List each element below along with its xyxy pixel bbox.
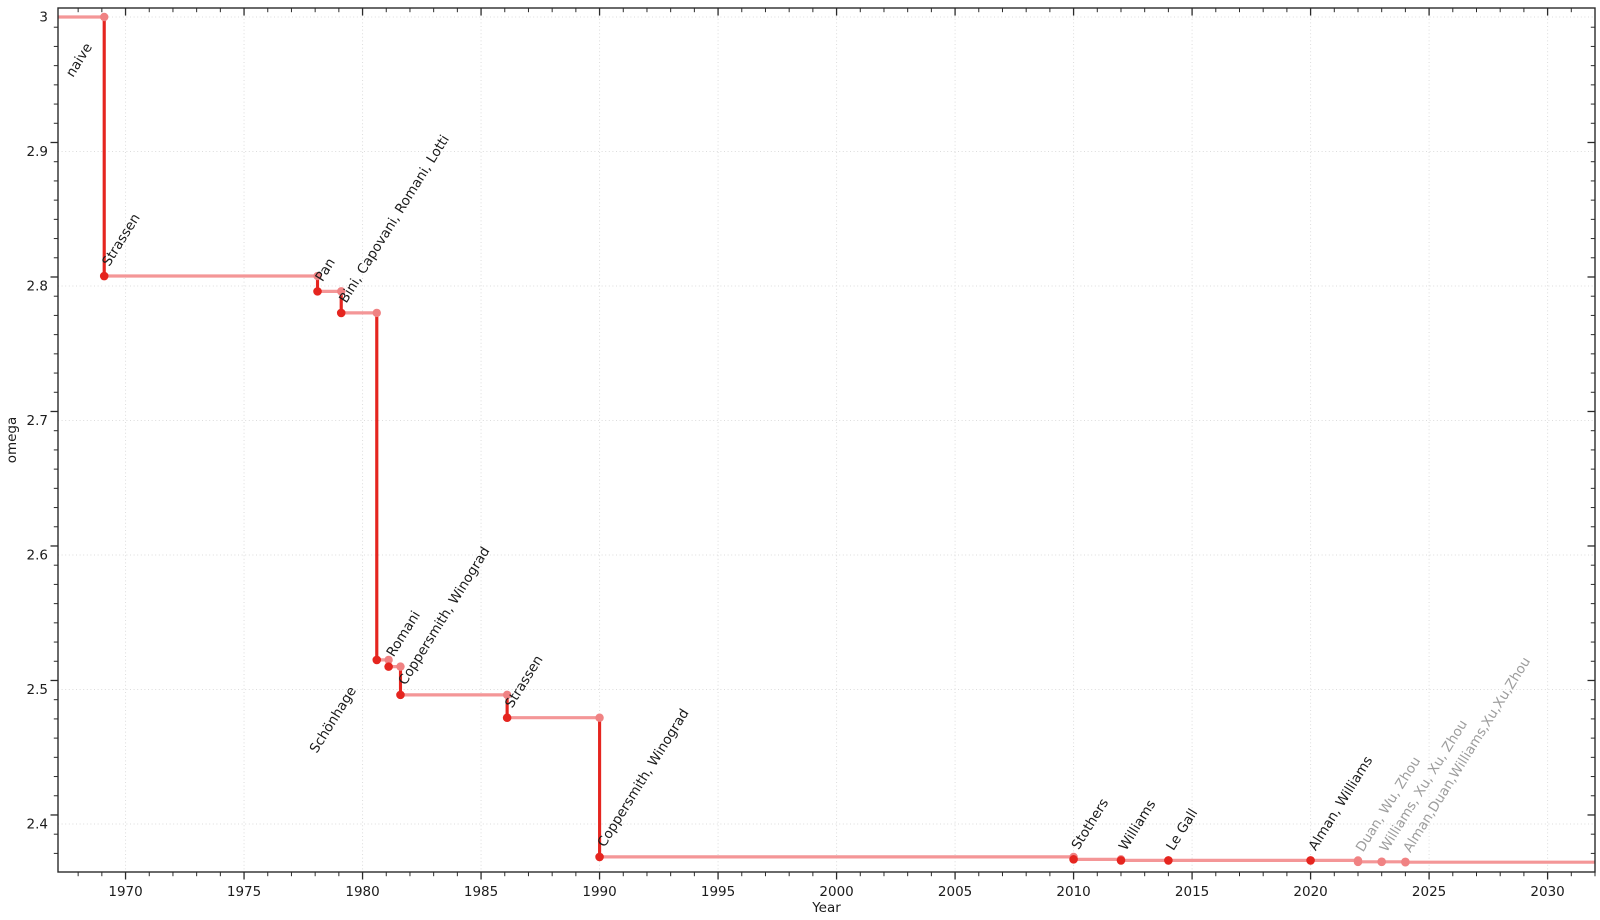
marker-pan: [313, 287, 322, 296]
x-tick-label: 2010: [1056, 884, 1090, 900]
corner-marker-coppersmith-winograd: [396, 662, 405, 671]
marker-williams-xu-xu-zhou: [1377, 857, 1386, 867]
marker-duan-wu-zhou: [1353, 857, 1363, 867]
corner-marker-coppersmith-winograd: [595, 713, 604, 722]
marker-coppersmith-winograd: [396, 690, 405, 700]
axes-spines: [57, 7, 1596, 873]
point-markers: [99, 271, 1410, 867]
x-axis-label: Year: [811, 900, 841, 916]
axis-ticks: [50, 8, 1596, 880]
y-tick-label: 2.8: [27, 279, 48, 295]
corner-marker-romani: [384, 655, 393, 665]
marker-le-gall: [1164, 856, 1173, 865]
y-tick-label: 2.5: [27, 682, 48, 698]
y-tick-label: 2.4: [27, 816, 48, 832]
gridlines: [58, 8, 1595, 872]
corner-marker-strassen: [502, 690, 512, 700]
marker-alman-williams: [1306, 856, 1315, 865]
marker-alman-duan-williams-xu-xu-zhou: [1401, 857, 1410, 867]
x-tick-label: 2025: [1412, 884, 1446, 900]
corner-marker-pan: [313, 271, 322, 281]
x-tick-label: 2015: [1175, 884, 1209, 900]
marker-strassen: [99, 271, 109, 281]
marker-sch-nhage: [372, 655, 382, 665]
x-tick-label: 1980: [345, 884, 379, 900]
tick-labels: 1970 1975 1980 1985 1990 1995 2000 2005 2010 2015…: [27, 10, 1565, 900]
y-tick-label: 3: [39, 10, 48, 26]
y-axis-label: omega: [4, 417, 20, 464]
marker-bini-capovani-romani-lotti: [336, 308, 346, 318]
corner-marker-bini-capovani-romani-lotti: [337, 287, 346, 296]
marker-romani: [384, 662, 393, 671]
marker-stothers: [1069, 855, 1078, 864]
y-tick-label: 2.6: [27, 547, 48, 563]
marker-strassen: [502, 713, 512, 723]
y-tick-label: 2.7: [27, 413, 48, 429]
corner-marker-sch-nhage: [372, 308, 381, 318]
x-tick-label: 2005: [938, 884, 972, 900]
y-tick-label: 2.9: [27, 144, 48, 160]
x-tick-label: 1985: [464, 884, 498, 900]
x-tick-label: 2020: [1293, 884, 1327, 900]
x-tick-label: 2030: [1530, 884, 1564, 900]
marker-williams: [1116, 856, 1126, 865]
corner-marker-strassen: [100, 12, 109, 22]
x-tick-label: 1995: [701, 884, 735, 900]
x-tick-label: 1970: [108, 884, 142, 900]
x-tick-label: 1975: [227, 884, 261, 900]
x-tick-label: 2000: [819, 884, 853, 900]
x-tick-label: 1990: [582, 884, 616, 900]
marker-coppersmith-winograd: [595, 852, 604, 862]
